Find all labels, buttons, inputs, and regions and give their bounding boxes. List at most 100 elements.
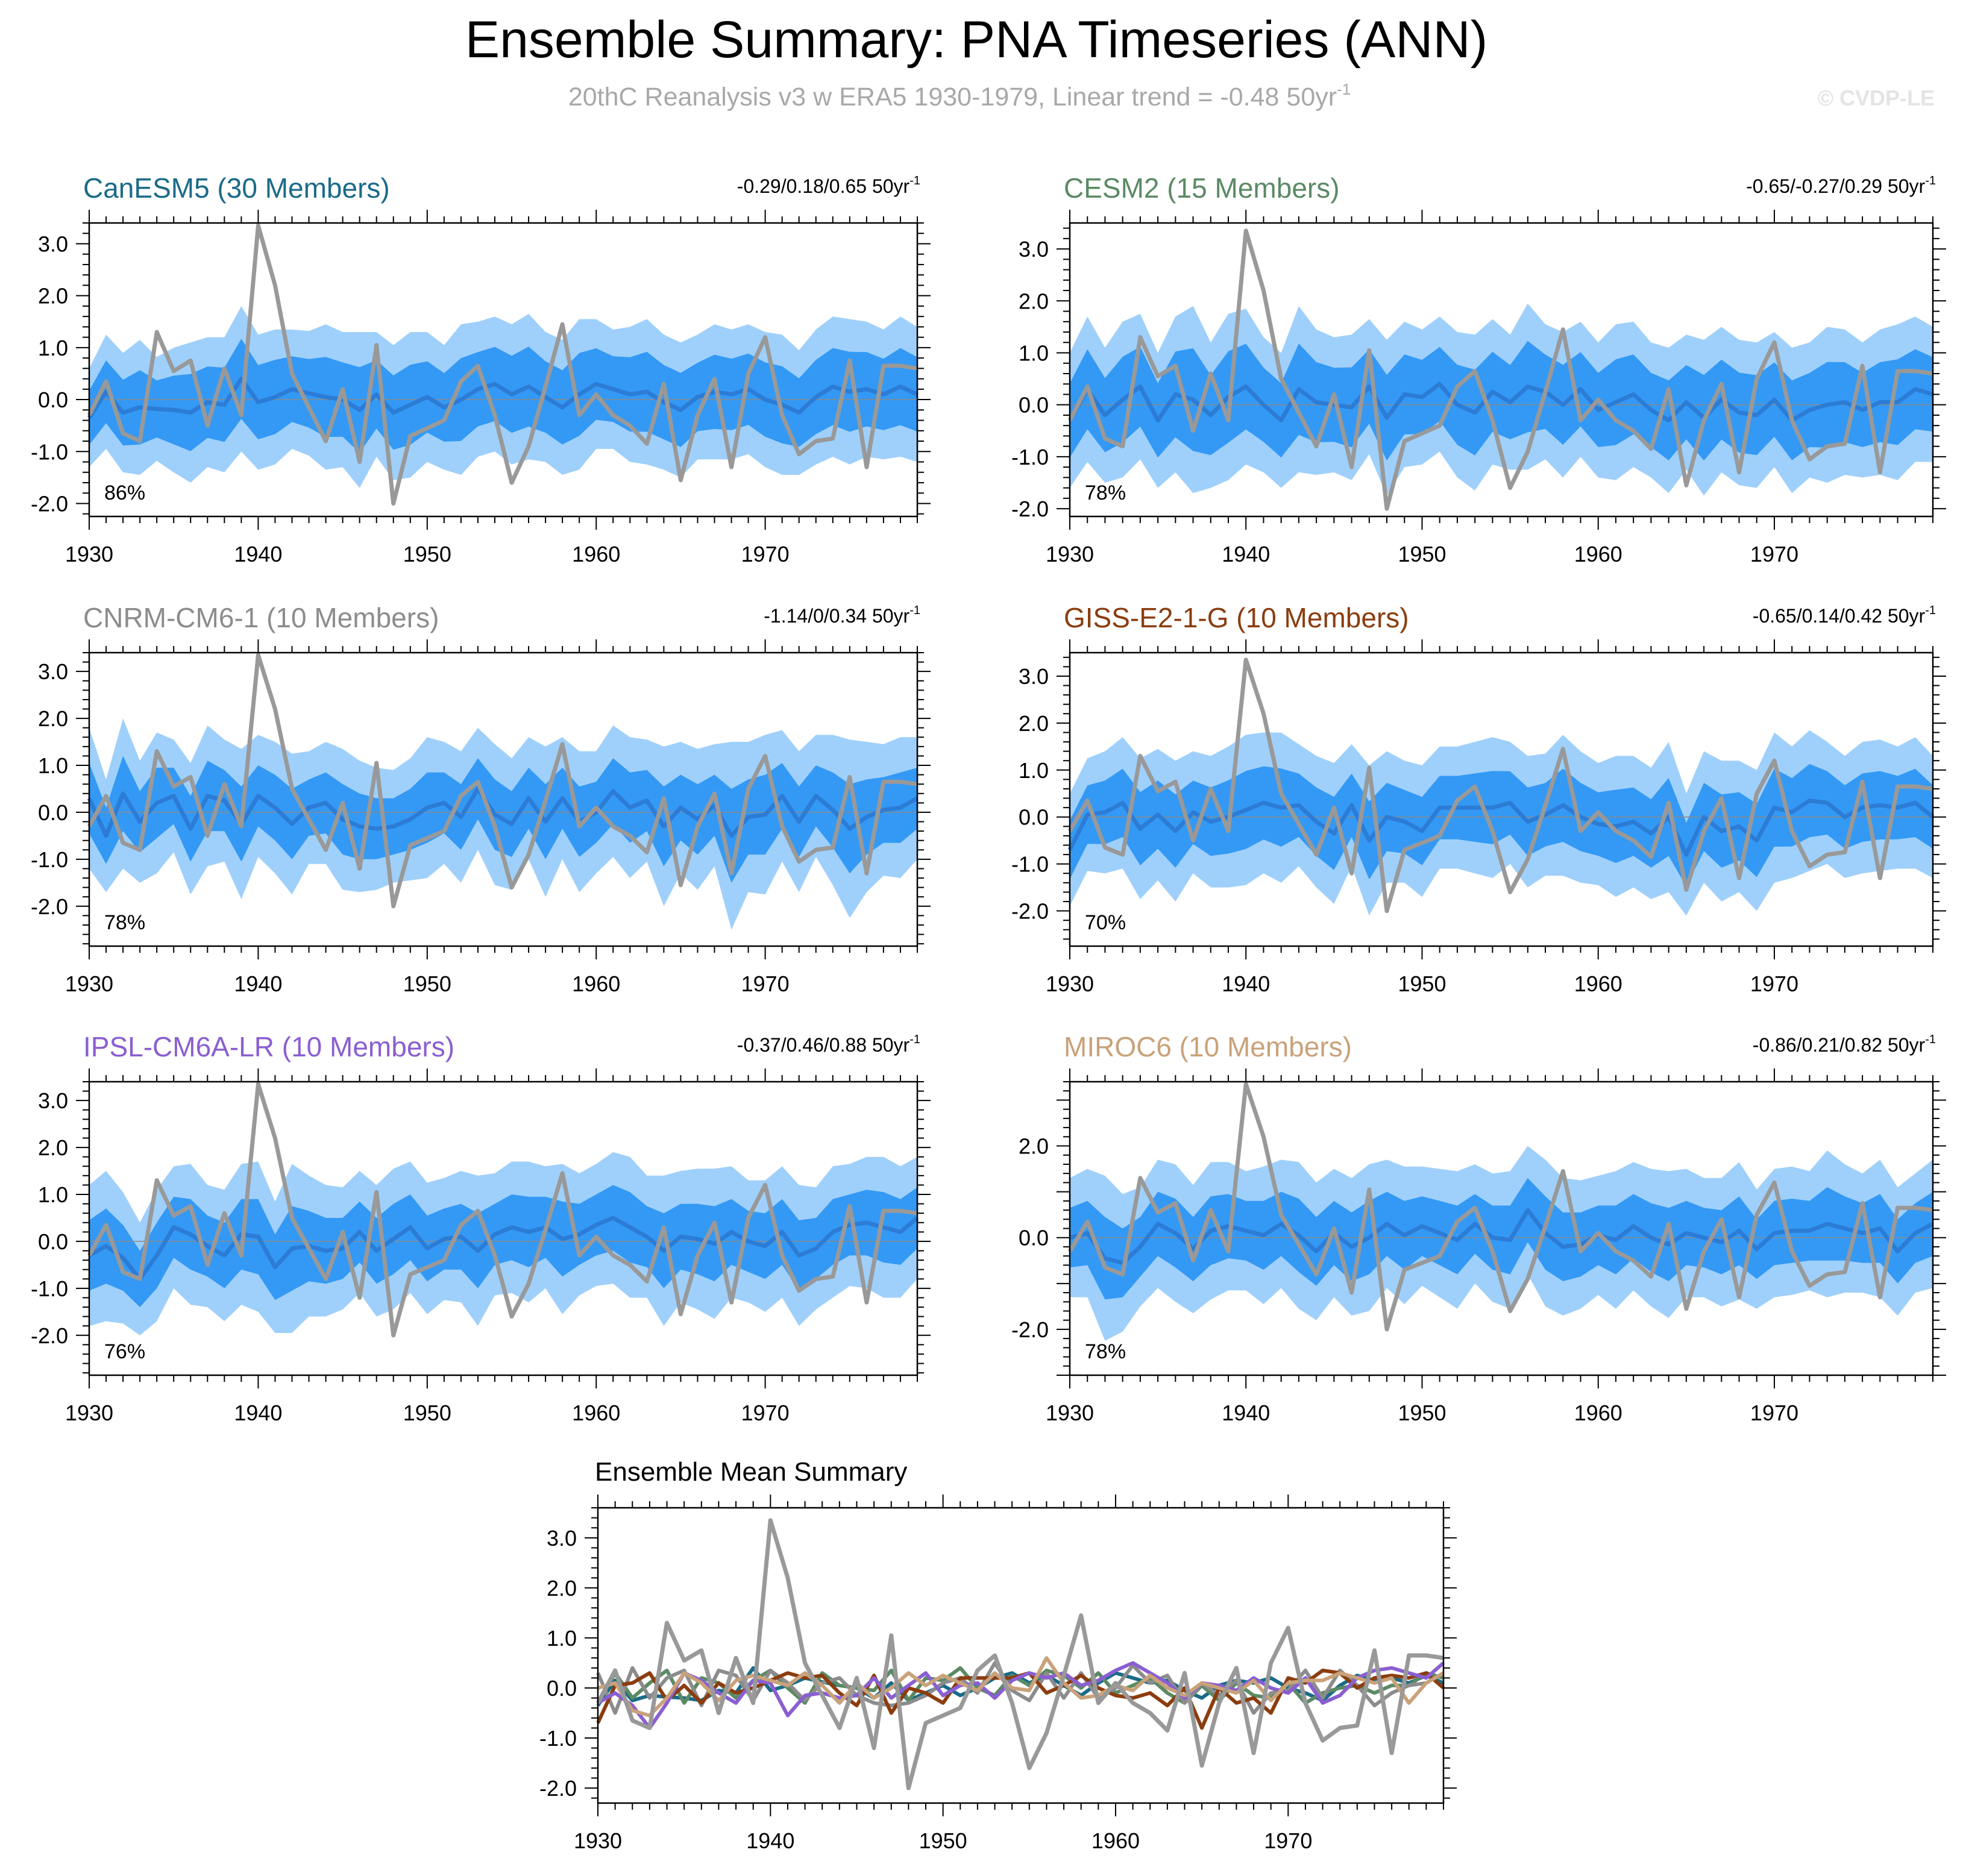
y-tick-label: 2.0	[1019, 289, 1049, 313]
x-tick-label: 1970	[741, 1401, 790, 1425]
y-tick-label: -1.0	[31, 1276, 68, 1301]
observation-line	[595, 1518, 1444, 1790]
inner-spread-band	[89, 339, 917, 453]
x-tick-label: 1960	[572, 542, 620, 566]
y-tick-label: 2.0	[38, 1135, 68, 1160]
observation-line	[1067, 1082, 1933, 1332]
y-tick-label: 0.0	[1019, 393, 1049, 418]
panel-ensemble-mean-summary: Ensemble Mean Summary 1930 1940 1950 1960 197…	[539, 1457, 1457, 1853]
x-tick-label: 1930	[1046, 1401, 1094, 1425]
observation-line	[87, 223, 918, 506]
y-tick-label: -2.0	[539, 1776, 577, 1801]
x-tick-label: 1950	[403, 971, 451, 996]
y-tick-label: 1.0	[547, 1626, 577, 1651]
panel-title: IPSL-CM6A-LR (10 Members)	[83, 1031, 454, 1062]
y-tick-label: 1.0	[38, 753, 68, 778]
trend-label: -0.86/0.21/0.82 50yr-1	[1753, 1033, 1936, 1056]
y-tick-label: -2.0	[1011, 497, 1049, 521]
x-tick-label: 1930	[1046, 542, 1094, 566]
trend-label: -0.65/-0.27/0.29 50yr-1	[1746, 174, 1936, 197]
plot-frame	[88, 651, 919, 947]
panel-title: CNRM-CM6-1 (10 Members)	[83, 602, 439, 633]
x-tick-label: 1940	[234, 971, 282, 996]
percent-label: 78%	[1085, 1340, 1126, 1363]
ensemble-mean-line	[88, 1216, 919, 1281]
plot-frame	[1069, 222, 1934, 518]
y-tick-label: -2.0	[31, 491, 68, 516]
y-tick-label: 0.0	[1019, 1226, 1049, 1250]
x-tick-label: 1930	[65, 542, 113, 566]
ensemble-mean-line	[87, 786, 919, 838]
panel-title: CanESM5 (30 Members)	[83, 172, 390, 204]
y-tick-label: 3.0	[1019, 237, 1049, 262]
y-tick-label: 3.0	[38, 659, 68, 684]
x-tick-label: 1960	[1574, 542, 1622, 566]
x-tick-label: 1970	[1750, 971, 1798, 996]
y-tick-label: -2.0	[31, 1323, 68, 1348]
y-tick-label: 3.0	[38, 231, 68, 256]
y-tick-label: -2.0	[31, 894, 68, 919]
y-tick-label: 1.0	[38, 1182, 68, 1207]
x-tick-label: 1960	[572, 1401, 620, 1425]
trend-exponent: -1	[909, 1033, 920, 1046]
y-tick-label: 1.0	[1019, 340, 1049, 365]
trend-exponent: -1	[1925, 604, 1936, 617]
panel-giss-e2-1-g: 70% GISS-E2-1-G (10 Members) -0.65/0.14/0.…	[1011, 602, 1946, 996]
x-tick-label: 1950	[1398, 1401, 1446, 1425]
percent-label: 70%	[1085, 911, 1126, 934]
y-tick-label: -1.0	[31, 439, 68, 464]
x-tick-label: 1950	[403, 542, 451, 566]
x-tick-label: 1930	[574, 1828, 622, 1853]
panel-title: Ensemble Mean Summary	[595, 1457, 907, 1487]
trend-value: -0.86/0.21/0.82 50yr	[1753, 1034, 1926, 1056]
x-tick-label: 1970	[1750, 1401, 1798, 1425]
y-tick-label: 3.0	[38, 1088, 68, 1113]
y-tick-label: 2.0	[1019, 1134, 1049, 1159]
x-tick-label: 1940	[234, 542, 282, 566]
inner-spread-band	[89, 1185, 917, 1307]
observation-line	[87, 653, 918, 909]
x-tick-label: 1940	[1222, 1401, 1270, 1425]
y-tick-label: 0.0	[38, 1229, 68, 1254]
y-tick-label: 0.0	[547, 1676, 577, 1701]
series-miroc6	[597, 1656, 1445, 1718]
plot-frame	[597, 1507, 1445, 1804]
y-tick-label: 2.0	[547, 1576, 577, 1601]
panel-cesm2: 78% CESM2 (15 Members) -0.65/-0.27/0.29 50…	[1011, 172, 1946, 566]
y-tick-label: -2.0	[1011, 1317, 1049, 1342]
panel-title: GISS-E2-1-G (10 Members)	[1064, 602, 1409, 633]
x-tick-label: 1960	[572, 971, 620, 996]
panel-title: CESM2 (15 Members)	[1064, 172, 1340, 204]
y-tick-label: 2.0	[38, 284, 68, 309]
y-tick-label: -1.0	[1011, 445, 1049, 469]
x-tick-label: 1930	[65, 971, 113, 996]
panel-ipsl-cm6a-lr: 76% IPSL-CM6A-LR (10 Members) -0.37/0.46/0…	[31, 1031, 931, 1425]
figure-subtitle: 20thC Reanalysis v3 w ERA5 1930-1979, Li…	[568, 80, 1351, 111]
trend-value: -1.14/0/0.34 50yr	[764, 605, 909, 627]
x-tick-label: 1960	[1574, 1401, 1622, 1425]
panel-miroc6: 78% MIROC6 (10 Members) -0.86/0.21/0.82 50…	[1011, 1031, 1946, 1425]
x-tick-label: 1950	[1398, 971, 1446, 996]
percent-label: 78%	[1085, 482, 1126, 504]
y-tick-label: -1.0	[1011, 852, 1049, 877]
y-tick-label: 2.0	[1019, 711, 1049, 736]
trend-label: -0.29/0.18/0.65 50yr-1	[737, 174, 920, 197]
y-tick-label: 0.0	[38, 387, 68, 412]
observation-line	[1067, 657, 1933, 914]
x-tick-label: 1940	[234, 1401, 282, 1425]
figure-subtitle-exponent: -1	[1337, 80, 1351, 98]
x-tick-label: 1960	[1091, 1828, 1140, 1853]
y-tick-label: 3.0	[1019, 664, 1049, 689]
watermark: © CVDP-LE	[1817, 86, 1935, 110]
x-tick-label: 1950	[919, 1828, 967, 1853]
percent-label: 86%	[104, 482, 145, 504]
trend-label: -1.14/0/0.34 50yr-1	[764, 604, 920, 627]
trend-exponent: -1	[909, 174, 920, 187]
panel-title: MIROC6 (10 Members)	[1064, 1031, 1352, 1062]
ensemble-mean-line	[1069, 1208, 1934, 1266]
trend-value: -0.29/0.18/0.65 50yr	[737, 175, 910, 197]
y-tick-label: 3.0	[547, 1526, 577, 1551]
trend-label: -0.65/0.14/0.42 50yr-1	[1753, 604, 1936, 627]
plot-frame	[88, 1081, 919, 1376]
